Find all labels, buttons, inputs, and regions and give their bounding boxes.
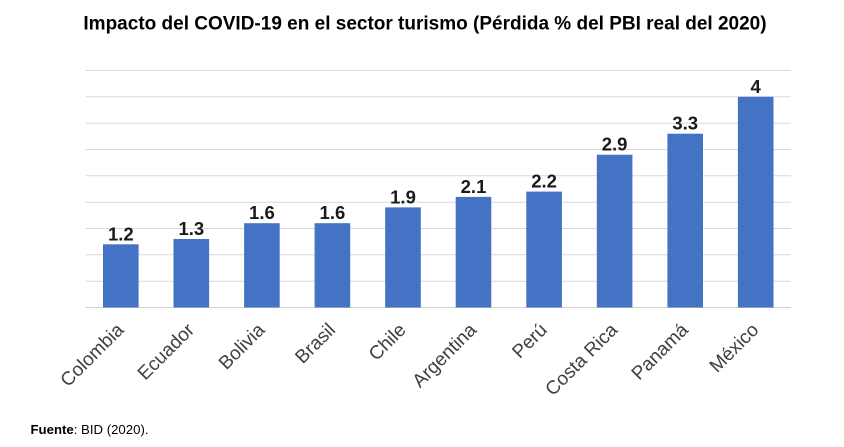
svg-text:1.2: 1.2 bbox=[108, 223, 134, 244]
svg-text:2.9: 2.9 bbox=[602, 134, 628, 155]
svg-text:Impacto del COVID-19 en el sec: Impacto del COVID-19 en el sector turism… bbox=[83, 13, 766, 34]
svg-text:3.3: 3.3 bbox=[672, 113, 698, 134]
svg-text:1.9: 1.9 bbox=[390, 186, 416, 207]
svg-text:1.3: 1.3 bbox=[178, 218, 204, 239]
svg-text:Fuente: BID (2020).: Fuente: BID (2020). bbox=[31, 422, 149, 437]
svg-text:1.6: 1.6 bbox=[249, 202, 275, 223]
svg-text:1.6: 1.6 bbox=[320, 202, 346, 223]
svg-text:2.1: 2.1 bbox=[461, 176, 487, 197]
svg-text:4: 4 bbox=[751, 76, 762, 97]
svg-text:2.2: 2.2 bbox=[531, 171, 557, 192]
